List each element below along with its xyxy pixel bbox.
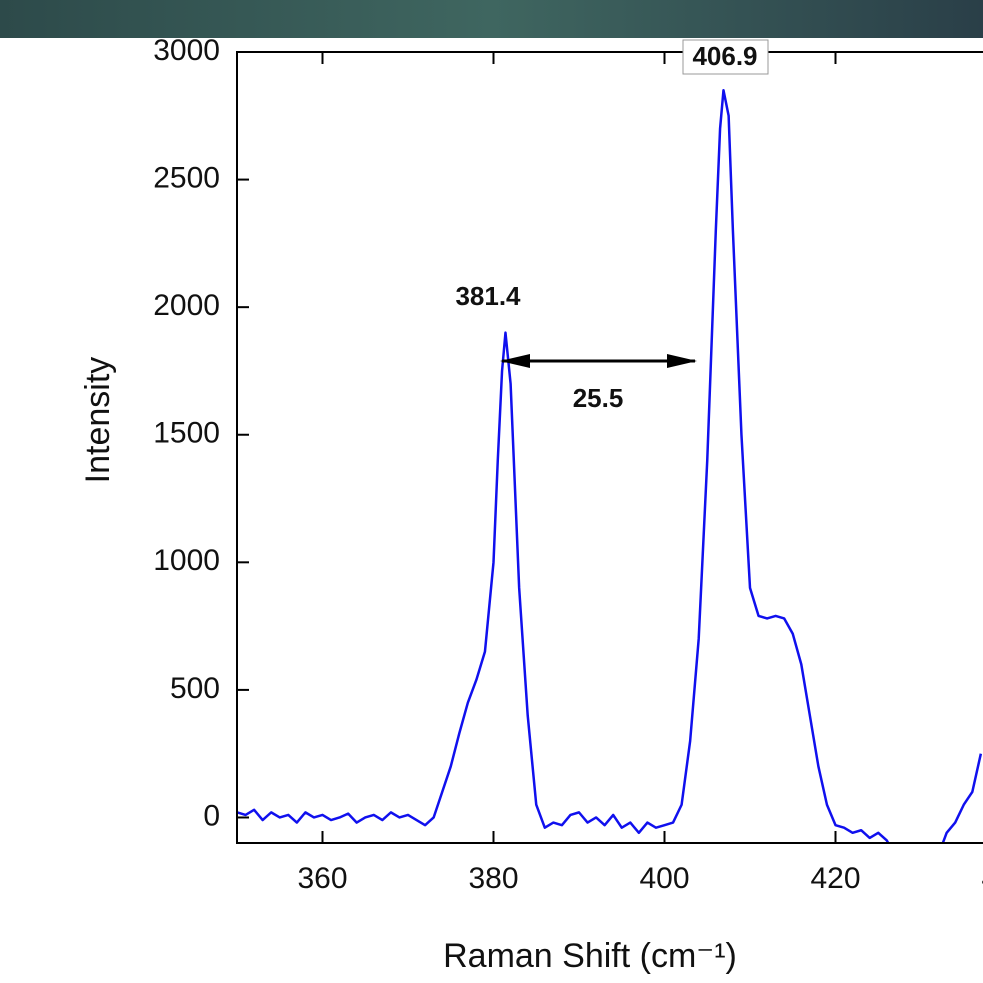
top-image-strip [0,0,983,38]
spectrum-line [237,89,983,843]
x-axis-label: Raman Shift (cm⁻¹) [443,937,737,975]
y-tick-label: 0 [203,799,220,832]
x-tick-label: 400 [639,862,689,895]
arrow [500,354,697,368]
y-tick-label: 2500 [153,162,220,195]
annotation-box [682,39,769,75]
x-tick-label: 380 [468,862,518,895]
annotation: 381.4 [455,281,521,311]
annotation: 406.9 [692,41,757,71]
x-tick-label: 360 [297,862,347,895]
y-tick-label: 3000 [153,34,220,67]
y-tick-label: 1500 [153,417,220,450]
x-tick-label: 440 [981,862,983,895]
plot-frame [236,51,983,844]
annotation: 25.5 [573,383,624,413]
y-tick-label: 500 [170,672,220,705]
y-tick-label: 2000 [153,289,220,322]
x-tick-label: 420 [810,862,860,895]
y-tick-label: 1000 [153,544,220,577]
y-axis-label: Intensity [79,357,117,484]
